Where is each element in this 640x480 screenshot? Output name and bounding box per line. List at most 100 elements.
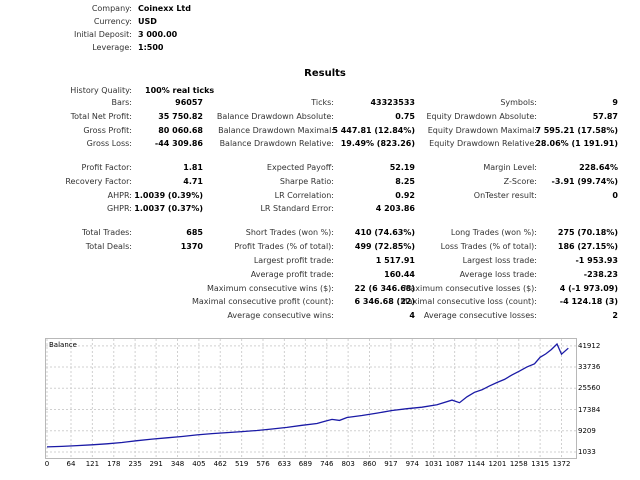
stat-label: Balance Drawdown Absolute:: [216, 112, 334, 121]
x-tick-label: 576: [256, 460, 270, 468]
stat-value: 160.44: [384, 270, 415, 279]
stat-value: 1.0039 (0.39%): [134, 191, 203, 200]
stat-label: Bars:: [111, 98, 132, 107]
x-tick-label: 235: [128, 460, 142, 468]
x-tick-label: 405: [192, 460, 206, 468]
stat-label: Maximum consecutive wins ($):: [206, 284, 334, 293]
stat-label: AHPR:: [107, 191, 132, 200]
stat-value: 57.87: [592, 112, 618, 121]
stat-label: Balance Drawdown Maximal:: [218, 126, 334, 135]
stat-value: 35 750.82: [158, 112, 203, 121]
stat-value: 4 (-1 973.09): [559, 284, 618, 293]
stat-label: Maximal consecutive loss (count):: [400, 297, 537, 306]
stat-label: Largest loss trade:: [462, 256, 537, 265]
stat-value: 8.25: [395, 177, 415, 186]
x-tick-label: 178: [107, 460, 121, 468]
chart-title: Balance: [49, 341, 77, 349]
stat-value: -1 953.93: [575, 256, 618, 265]
x-tick-label: 291: [149, 460, 163, 468]
stat-value: 43323533: [370, 98, 415, 107]
header-label: Leverage:: [92, 43, 132, 52]
stat-value: 4 203.86: [375, 204, 415, 213]
x-tick-label: 64: [66, 460, 76, 468]
balance-chart: [45, 338, 577, 459]
x-tick-label: 1315: [531, 460, 550, 468]
stat-label: Gross Profit:: [83, 126, 132, 135]
y-tick-label: 17384: [578, 405, 601, 414]
stat-value: 228.64%: [579, 163, 618, 172]
stat-value: 28.06% (1 191.91): [535, 139, 618, 148]
stat-label: Expected Payoff:: [266, 163, 334, 172]
stat-label: Total Net Profit:: [70, 112, 132, 121]
x-tick-label: 1031: [424, 460, 443, 468]
stat-label: LR Standard Error:: [260, 204, 334, 213]
header-value: USD: [138, 17, 157, 26]
stat-value: -44 309.86: [154, 139, 203, 148]
x-tick-label: 1372: [552, 460, 571, 468]
x-tick-label: 0: [44, 460, 50, 468]
history-quality-label: History Quality:: [70, 86, 132, 95]
header-value: 1:500: [138, 43, 164, 52]
x-tick-label: 633: [277, 460, 292, 468]
stat-value: 4.71: [183, 177, 203, 186]
x-tick-label: 860: [362, 460, 377, 468]
stat-value: 96057: [175, 98, 203, 107]
x-tick-label: 121: [85, 460, 100, 468]
stat-value: -238.23: [583, 270, 618, 279]
balance-chart-svg: [46, 339, 576, 458]
x-tick-label: 1144: [467, 460, 485, 468]
stat-label: OnTester result:: [473, 191, 537, 200]
x-tick-label: 803: [341, 460, 355, 468]
stat-label: Equity Drawdown Maximal:: [427, 126, 537, 135]
stat-label: Average loss trade:: [459, 270, 537, 279]
stat-label: Equity Drawdown Relative:: [429, 139, 537, 148]
stat-value: 52.19: [389, 163, 415, 172]
stat-label: LR Correlation:: [274, 191, 334, 200]
stat-label: Profit Factor:: [81, 163, 132, 172]
header-label: Company:: [91, 4, 132, 13]
stat-value: -4 124.18 (3): [559, 297, 618, 306]
stat-value: 1370: [180, 242, 203, 251]
y-tick-label: 33736: [578, 363, 601, 372]
stat-value: 410 (74.63%): [354, 228, 415, 237]
stat-value: 7 595.21 (17.58%): [535, 126, 618, 135]
x-tick-label: 974: [405, 460, 419, 468]
header-label: Currency:: [93, 17, 132, 26]
stat-value: 1.81: [183, 163, 203, 172]
x-tick-label: 746: [320, 460, 334, 468]
stat-label: Ticks:: [311, 98, 334, 107]
x-tick-label: 917: [384, 460, 398, 468]
results-title: Results: [304, 68, 346, 79]
stat-label: Loss Trades (% of total):: [440, 242, 537, 251]
stat-label: Maximum consecutive losses ($):: [403, 284, 537, 293]
stat-label: Profit Trades (% of total):: [234, 242, 334, 251]
stat-label: Gross Loss:: [86, 139, 132, 148]
stat-value: 6 346.68 (22): [354, 297, 415, 306]
stat-value: 22 (6 346.68): [354, 284, 415, 293]
stat-label: Symbols:: [500, 98, 537, 107]
header-value: 3 000.00: [138, 30, 178, 39]
x-tick-label: 1201: [488, 460, 507, 468]
stat-value: 1.0037 (0.37%): [134, 204, 203, 213]
stat-label: Total Trades:: [82, 228, 132, 237]
stat-value: 80 060.68: [158, 126, 203, 135]
x-tick-label: 462: [213, 460, 227, 468]
header-label: Initial Deposit:: [74, 30, 132, 39]
stat-value: 275 (70.18%): [557, 228, 618, 237]
x-tick-label: 519: [234, 460, 249, 468]
x-tick-label: 1258: [509, 460, 528, 468]
stat-value: 0.92: [395, 191, 415, 200]
stat-value: 186 (27.15%): [557, 242, 618, 251]
stat-label: Average consecutive wins:: [227, 311, 334, 320]
stat-label: Largest profit trade:: [253, 256, 334, 265]
y-tick-label: 9209: [578, 426, 596, 435]
history-quality-value: 100% real ticks: [145, 86, 215, 95]
x-tick-label: 348: [170, 460, 185, 468]
stat-label: Recovery Factor:: [65, 177, 132, 186]
stat-label: Average profit trade:: [250, 270, 334, 279]
stat-label: Total Deals:: [85, 242, 132, 251]
x-tick-label: 689: [298, 460, 313, 468]
stat-label: Z-Score:: [503, 177, 537, 186]
stat-label: Short Trades (won %):: [245, 228, 334, 237]
stat-value: -3.91 (99.74%): [551, 177, 618, 186]
